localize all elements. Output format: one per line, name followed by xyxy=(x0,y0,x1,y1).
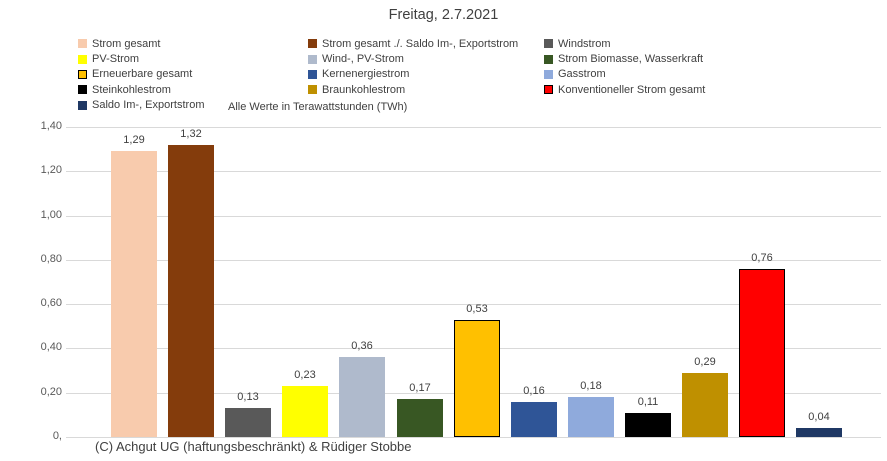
bar xyxy=(625,413,671,437)
legend-item-label: Steinkohlestrom xyxy=(92,83,171,96)
gridline xyxy=(66,171,881,172)
y-axis-tick-label: 0, xyxy=(52,430,62,442)
legend-item: Windstrom xyxy=(544,38,838,50)
legend-swatch-icon xyxy=(308,69,317,79)
legend-swatch-icon xyxy=(544,85,553,95)
legend-item: Strom gesamt ./. Saldo Im-, Exportstrom xyxy=(308,38,544,50)
bar-value-label: 0,29 xyxy=(694,356,716,368)
bar xyxy=(739,269,785,437)
legend-item-label: Windstrom xyxy=(558,37,611,50)
legend-swatch-icon xyxy=(78,39,87,49)
chart-title: Freitag, 2.7.2021 xyxy=(388,7,499,23)
chart-legend: Strom gesamt Strom gesamt ./. Saldo Im-, … xyxy=(78,36,838,113)
legend-item-label: Konventioneller Strom gesamt xyxy=(558,83,706,96)
legend-item: Braunkohlestrom xyxy=(308,84,544,96)
y-axis-tick-label: 0,40 xyxy=(40,341,62,353)
legend-item-label: Kernenergiestrom xyxy=(322,68,410,81)
bar-value-label: 1,29 xyxy=(123,134,145,146)
legend-swatch-icon xyxy=(78,69,87,79)
legend-swatch-icon xyxy=(78,100,87,110)
legend-swatch-icon xyxy=(308,39,317,49)
gridline xyxy=(66,127,881,128)
bar xyxy=(111,151,157,437)
legend-item: Erneuerbare gesamt xyxy=(78,68,308,80)
gridline xyxy=(66,216,881,217)
y-axis-tick-label: 0,60 xyxy=(40,297,62,309)
legend-swatch-icon xyxy=(544,39,553,49)
legend-item-label: PV-Strom xyxy=(92,53,140,66)
legend-item: Konventioneller Strom gesamt xyxy=(544,84,838,96)
bar-value-label: 0,17 xyxy=(409,382,431,394)
bar xyxy=(282,386,328,437)
bar xyxy=(796,428,842,437)
chart-subtitle: Alle Werte in Terawattstunden (TWh) xyxy=(228,101,408,113)
legend-item-label: Braunkohlestrom xyxy=(322,83,406,96)
bar-value-label: 0,18 xyxy=(580,380,602,392)
legend-item: PV-Strom xyxy=(78,53,308,65)
bar xyxy=(397,399,443,437)
bar xyxy=(168,145,214,437)
legend-swatch-icon xyxy=(308,85,317,95)
legend-item-label: Gasstrom xyxy=(558,68,606,81)
bar-value-label: 0,16 xyxy=(523,385,545,397)
legend-swatch-icon xyxy=(544,69,553,79)
y-axis-tick-label: 1,20 xyxy=(40,164,62,176)
legend-item-label: Strom gesamt ./. Saldo Im-, Exportstrom xyxy=(322,37,519,50)
y-axis-tick-label: 0,80 xyxy=(40,253,62,265)
bar xyxy=(225,408,271,437)
bar xyxy=(339,357,385,437)
gridline xyxy=(66,304,881,305)
copyright-footer: (C) Achgut UG (haftungsbeschränkt) & Rüd… xyxy=(95,439,412,454)
legend-item: Strom gesamt xyxy=(78,38,308,50)
legend-item: Wind-, PV-Strom xyxy=(308,53,544,65)
legend-item-label: Erneuerbare gesamt xyxy=(92,68,193,81)
legend-item: Saldo Im-, Exportstrom xyxy=(78,99,308,111)
gridline xyxy=(66,437,881,438)
bar xyxy=(511,402,557,437)
bar-value-label: 0,04 xyxy=(808,411,830,423)
legend-swatch-icon xyxy=(544,54,553,64)
y-axis-tick-label: 1,40 xyxy=(40,120,62,132)
gridline xyxy=(66,260,881,261)
legend-item: Strom Biomasse, Wasserkraft xyxy=(544,53,838,65)
legend-item: Kernenergiestrom xyxy=(308,68,544,80)
legend-item-label: Saldo Im-, Exportstrom xyxy=(92,99,205,112)
bar-value-label: 0,13 xyxy=(237,391,259,403)
bar-value-label: 0,53 xyxy=(466,303,488,315)
bar xyxy=(682,373,728,437)
legend-swatch-icon xyxy=(78,54,87,64)
bar-value-label: 1,32 xyxy=(180,128,202,140)
legend-item-label: Wind-, PV-Strom xyxy=(322,53,404,66)
legend-item-label: Strom Biomasse, Wasserkraft xyxy=(558,53,704,66)
legend-swatch-icon xyxy=(78,85,87,95)
bar xyxy=(568,397,614,437)
bar xyxy=(454,320,500,437)
legend-item: Gasstrom xyxy=(544,68,838,80)
legend-item: Steinkohlestrom xyxy=(78,84,308,96)
y-axis-tick-label: 1,00 xyxy=(40,209,62,221)
bar-value-label: 0,76 xyxy=(751,252,773,264)
y-axis-tick-label: 0,20 xyxy=(40,386,62,398)
bar-value-label: 0,11 xyxy=(637,396,659,408)
legend-item-label: Strom gesamt xyxy=(92,37,161,50)
bar-value-label: 0,23 xyxy=(294,369,316,381)
legend-swatch-icon xyxy=(308,54,317,64)
bar-value-label: 0,36 xyxy=(351,340,373,352)
